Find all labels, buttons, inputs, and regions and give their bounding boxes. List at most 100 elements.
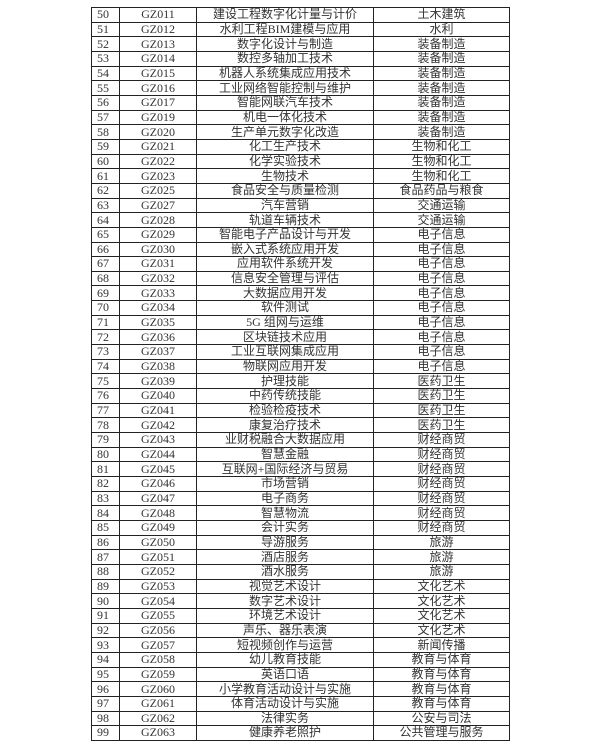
category-cell: 装备制造 [373, 36, 510, 52]
category-cell: 财经商贸 [373, 519, 510, 536]
row-number-cell: 56 [91, 94, 120, 111]
row-number-cell: 89 [91, 578, 120, 595]
row-number-cell: 53 [91, 50, 120, 67]
table-row: 85 GZ049 会计实务 财经商贸 [91, 519, 510, 536]
table-row: 62 GZ025 食品安全与质量检测 食品药品与粮食 [91, 182, 510, 199]
category-cell: 文化艺术 [373, 578, 510, 595]
event-code-cell: GZ023 [119, 168, 197, 184]
event-code-cell: GZ044 [119, 446, 197, 463]
category-cell: 财经商贸 [373, 446, 510, 463]
category-cell: 土木建筑 [373, 7, 510, 23]
category-cell: 装备制造 [373, 109, 510, 126]
event-name-cell: 英语口语 [196, 666, 374, 683]
row-number-cell: 72 [91, 329, 120, 346]
event-code-cell: GZ012 [119, 21, 197, 38]
row-number-cell: 81 [91, 461, 120, 477]
event-code-cell: GZ047 [119, 490, 197, 507]
event-code-cell: GZ029 [119, 226, 197, 243]
table-row: 70 GZ034 软件测试 电子信息 [91, 300, 510, 316]
table-row: 84 GZ048 智慧物流 财经商贸 [91, 505, 510, 521]
row-number-cell: 99 [91, 725, 120, 741]
competition-table: 50 GZ011 建设工程数字化计量与计价 土木建筑 51 GZ012 水利工程BIM建模与… [91, 7, 510, 741]
category-cell: 财经商贸 [373, 505, 510, 521]
event-name-cell: 水利工程BIM建模与应用 [196, 21, 374, 38]
table-row: 73 GZ037 工业互联网集成应用 电子信息 [91, 344, 510, 360]
row-number-cell: 78 [91, 417, 120, 434]
row-number-cell: 51 [91, 21, 120, 38]
row-number-cell: 60 [91, 153, 120, 170]
event-name-cell: 5G 组网与运维 [196, 314, 374, 331]
category-cell: 电子信息 [373, 241, 510, 258]
row-number-cell: 88 [91, 563, 120, 580]
table-row: 57 GZ019 机电一体化技术 装备制造 [91, 109, 510, 126]
event-code-cell: GZ011 [119, 7, 197, 23]
table-row: 71 GZ035 5G 组网与运维 电子信息 [91, 314, 510, 331]
table-row: 97 GZ061 体育活动设计与实施 教育与体育 [91, 695, 510, 712]
category-cell: 电子信息 [373, 358, 510, 375]
event-name-cell: 轨道车辆技术 [196, 212, 374, 228]
event-name-cell: 业财税融合大数据应用 [196, 432, 374, 448]
category-cell: 电子信息 [373, 226, 510, 243]
table-row: 61 GZ023 生物技术 生物和化工 [91, 168, 510, 184]
row-number-cell: 57 [91, 109, 120, 126]
event-code-cell: GZ045 [119, 461, 197, 477]
row-number-cell: 83 [91, 490, 120, 507]
event-name-cell: 软件测试 [196, 300, 374, 316]
event-code-cell: GZ035 [119, 314, 197, 331]
category-cell: 财经商贸 [373, 490, 510, 507]
category-cell: 电子信息 [373, 314, 510, 331]
event-name-cell: 数字艺术设计 [196, 593, 374, 609]
table-row: 55 GZ016 工业网络智能控制与维护 装备制造 [91, 80, 510, 96]
category-cell: 教育与体育 [373, 681, 510, 697]
event-name-cell: 互联网+国际经济与贸易 [196, 461, 374, 477]
category-cell: 公共管理与服务 [373, 725, 510, 741]
category-cell: 装备制造 [373, 124, 510, 140]
table-row: 67 GZ031 应用软件系统开发 电子信息 [91, 256, 510, 272]
table-row: 82 GZ046 市场营销 财经商贸 [91, 476, 510, 492]
event-name-cell: 化学实验技术 [196, 153, 374, 170]
row-number-cell: 70 [91, 300, 120, 316]
table-row: 63 GZ027 汽车营销 交通运输 [91, 197, 510, 214]
row-number-cell: 54 [91, 65, 120, 82]
category-cell: 旅游 [373, 563, 510, 580]
category-cell: 财经商贸 [373, 432, 510, 448]
event-name-cell: 检验检疫技术 [196, 402, 374, 419]
category-cell: 电子信息 [373, 344, 510, 360]
category-cell: 教育与体育 [373, 666, 510, 683]
row-number-cell: 65 [91, 226, 120, 243]
event-name-cell: 市场营销 [196, 476, 374, 492]
event-code-cell: GZ061 [119, 695, 197, 712]
category-cell: 生物和化工 [373, 168, 510, 184]
category-cell: 公安与司法 [373, 710, 510, 727]
event-name-cell: 电子商务 [196, 490, 374, 507]
row-number-cell: 61 [91, 168, 120, 184]
category-cell: 电子信息 [373, 270, 510, 287]
row-number-cell: 82 [91, 476, 120, 492]
category-cell: 医药卫生 [373, 388, 510, 404]
row-number-cell: 92 [91, 622, 120, 639]
row-number-cell: 85 [91, 519, 120, 536]
event-code-cell: GZ038 [119, 358, 197, 375]
table-row: 65 GZ029 智能电子产品设计与开发 电子信息 [91, 226, 510, 243]
event-code-cell: GZ048 [119, 505, 197, 521]
event-name-cell: 生物技术 [196, 168, 374, 184]
row-number-cell: 63 [91, 197, 120, 214]
event-code-cell: GZ060 [119, 681, 197, 697]
event-name-cell: 数字化设计与制造 [196, 36, 374, 52]
table-row: 53 GZ014 数控多轴加工技术 装备制造 [91, 50, 510, 67]
row-number-cell: 95 [91, 666, 120, 683]
category-cell: 电子信息 [373, 256, 510, 272]
event-name-cell: 智能网联汽车技术 [196, 94, 374, 111]
event-code-cell: GZ019 [119, 109, 197, 126]
row-number-cell: 74 [91, 358, 120, 375]
category-cell: 财经商贸 [373, 461, 510, 477]
event-code-cell: GZ055 [119, 607, 197, 624]
category-cell: 装备制造 [373, 80, 510, 96]
event-code-cell: GZ042 [119, 417, 197, 434]
event-name-cell: 建设工程数字化计量与计价 [196, 7, 374, 23]
event-name-cell: 区块链技术应用 [196, 329, 374, 346]
table-row: 52 GZ013 数字化设计与制造 装备制造 [91, 36, 510, 52]
table-row: 59 GZ021 化工生产技术 生物和化工 [91, 138, 510, 155]
category-cell: 装备制造 [373, 50, 510, 67]
row-number-cell: 98 [91, 710, 120, 727]
